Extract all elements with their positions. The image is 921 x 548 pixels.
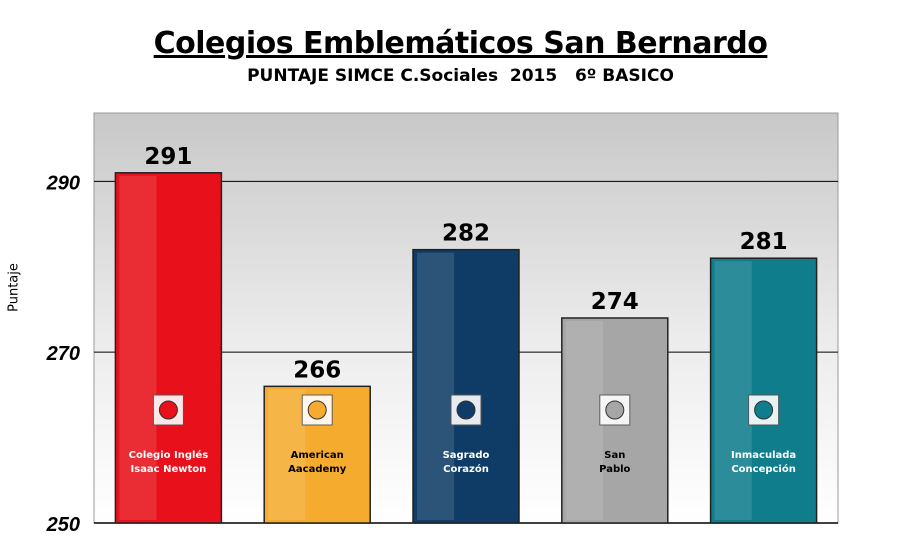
bar-highlight [268,389,306,520]
y-tick-label: 250 [46,514,80,536]
school-logo-emblem-icon [456,400,476,420]
bar-value-labels: 291 266 282 274 281 [144,144,787,384]
bar-highlight [714,261,752,520]
bar-logos [152,394,780,426]
bar-category-label: Aacademy [288,464,347,475]
bar-category-labels: Colegio Inglés Isaac Newton American Aacade… [129,449,797,475]
bar-highlight [119,175,157,520]
bar [412,248,520,524]
school-logo-emblem-icon [158,400,178,420]
bar-category-label: San [604,450,625,461]
y-tick-label: 270 [46,343,80,365]
bar-value-label: 291 [144,144,192,170]
y-tick-labels: 250 270 290 [46,172,80,536]
school-logo-emblem-icon [754,400,774,420]
bar-category-label: Inmaculada [731,450,796,461]
bar-value-label: 282 [442,221,490,247]
school-logo-icon [301,394,333,426]
bar-highlight [565,321,603,520]
bar [709,257,818,524]
chart-title: Colegios Emblemáticos San Bernardo [153,26,768,61]
bar-value-label: 281 [740,229,788,255]
bar-category-label: American [291,450,344,461]
bar-category-label: Isaac Newton [131,464,207,475]
y-tick-label: 290 [46,172,80,194]
bar-highlight [417,252,455,520]
bar-value-label: 266 [293,357,341,383]
bar-category-label: Concepción [731,463,796,475]
school-logo-emblem-icon [605,400,625,420]
bar-category-label: Sagrado [443,450,490,461]
school-logo-icon [748,394,780,426]
bar-category-label: Corazón [443,463,489,475]
bar-value-label: 274 [591,289,639,315]
bar [114,172,223,524]
bar-category-label: Colegio Inglés [129,449,209,461]
school-logo-emblem-icon [307,400,327,420]
chart-subtitle: PUNTAJE SIMCE C.Sociales 2015 6º BASICO [247,66,674,86]
bar-category-label: Pablo [599,464,630,475]
